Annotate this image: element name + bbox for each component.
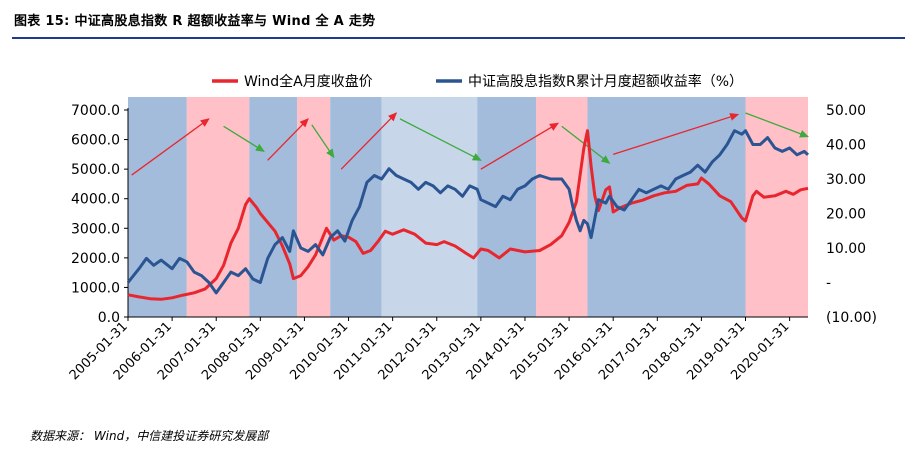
trend-arrow-down xyxy=(399,118,482,161)
shaded-period-down xyxy=(128,97,187,317)
trend-arrow-down xyxy=(311,124,335,159)
right-axis-label: 30.00 xyxy=(826,172,866,188)
right-axis-label: (10.00) xyxy=(826,310,877,326)
shaded-period-down xyxy=(330,97,382,317)
legend-wind-label: Wind全A月度收盘价 xyxy=(244,73,373,90)
shaded-period-up xyxy=(745,97,808,317)
shaded-period-up xyxy=(536,97,588,317)
series-line-wind xyxy=(127,129,809,301)
left-axis-label: 0.0 xyxy=(98,310,120,326)
series-line-dividend xyxy=(126,129,810,295)
legend-dividend-label: 中证高股息指数R累计月度超额收益率（%） xyxy=(468,73,743,90)
trend-arrow-up xyxy=(267,118,309,161)
left-axis-label: 4000.0 xyxy=(71,192,120,208)
shaded-period-up xyxy=(186,97,250,317)
shaded-period-up xyxy=(297,97,331,317)
chart-title: 图表 15: 中证高股息指数 R 超额收益率与 Wind 全 A 走势 xyxy=(14,14,376,29)
trend-arrow-up xyxy=(480,122,559,170)
trend-arrow-up xyxy=(340,112,398,170)
right-axis-label: - xyxy=(826,276,831,292)
trend-arrow-up xyxy=(131,118,210,176)
right-axis-label: 40.00 xyxy=(826,138,866,154)
right-axis-label: 50.00 xyxy=(826,103,866,119)
left-axis-label: 7000.0 xyxy=(71,103,120,119)
right-axis-label: 10.00 xyxy=(826,241,866,257)
trend-arrow-down xyxy=(745,112,809,138)
left-axis-label: 6000.0 xyxy=(71,133,120,149)
left-axis-label: 1000.0 xyxy=(71,280,120,296)
left-axis-label: 2000.0 xyxy=(71,251,120,267)
left-axis-label: 5000.0 xyxy=(71,162,120,178)
left-axis-label: 3000.0 xyxy=(71,221,120,237)
trend-arrow-down xyxy=(223,125,265,152)
title-divider xyxy=(12,37,905,39)
source-note: 数据来源： Wind，中信建投证券研究发展部 xyxy=(30,429,269,443)
shaded-period-down xyxy=(477,97,536,317)
shaded-period-down_light xyxy=(381,97,478,317)
right-axis-label: 20.00 xyxy=(826,207,866,223)
trend-arrow-up xyxy=(612,113,740,155)
